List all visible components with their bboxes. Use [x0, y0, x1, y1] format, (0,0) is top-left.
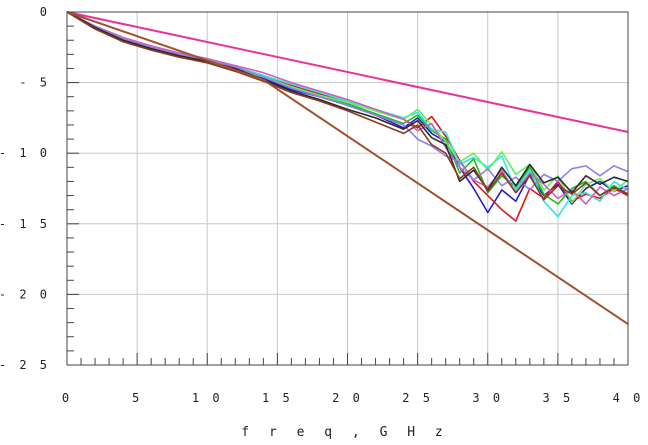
x-tick-label-6: 3 0 [472, 391, 503, 405]
y-tick-label-4: - 2 0 [0, 287, 50, 301]
axes [66, 11, 629, 366]
x-tick-label-5: 2 5 [402, 391, 433, 405]
grid [66, 11, 629, 366]
x-tick-label-0: 0 [62, 391, 72, 405]
x-tick-label-3: 1 5 [262, 391, 293, 405]
tick-labels: 0 5 1 0 1 5 2 0 2 5 3 0 3 5 4 0 0 - 5 - 1 0 - 1 5 - 2… [0, 5, 644, 405]
x-tick-label-8: 4 0 [613, 391, 644, 405]
y-tick-label-2: - 1 0 [0, 146, 50, 160]
series-line-8 [66, 11, 629, 201]
series-line-7 [66, 11, 629, 194]
y-tick-label-3: - 1 5 [0, 217, 50, 231]
x-tick-label-4: 2 0 [332, 391, 363, 405]
y-tick-label-1: - 5 [19, 76, 50, 90]
x-tick-label-1: 5 [132, 391, 142, 405]
y-tick-label-5: - 2 5 [0, 358, 50, 372]
x-tick-label-2: 1 0 [192, 391, 223, 405]
limit-lines [66, 11, 629, 325]
y-tick-label-0: 0 [40, 5, 50, 19]
limit-line-0 [66, 11, 629, 133]
x-axis-label: f r e q , G H z [241, 425, 448, 440]
limit-line-1 [66, 11, 629, 325]
x-tick-label-7: 3 5 [543, 391, 574, 405]
